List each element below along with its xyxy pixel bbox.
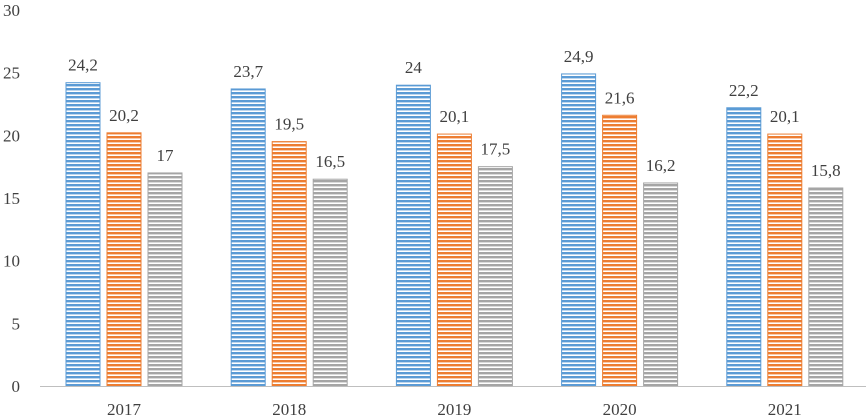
data-label: 23,7 bbox=[233, 62, 263, 81]
y-tick-label: 15 bbox=[3, 189, 20, 208]
x-category-label: 2019 bbox=[437, 400, 471, 419]
bar-2019-series-1 bbox=[395, 84, 431, 387]
bar-2018-series-1 bbox=[230, 88, 266, 387]
data-label: 24,2 bbox=[68, 56, 98, 75]
bar-2020-series-3 bbox=[643, 182, 679, 387]
bar-2021-series-3 bbox=[808, 187, 844, 387]
x-category-label: 2017 bbox=[107, 400, 142, 419]
y-axis: 0 5 10 15 20 25 30 bbox=[3, 1, 20, 396]
data-label: 24,9 bbox=[564, 47, 594, 66]
data-label: 22,2 bbox=[729, 81, 759, 100]
bar-2021-series-1 bbox=[726, 107, 762, 387]
data-label: 20,1 bbox=[770, 107, 800, 126]
data-label: 21,6 bbox=[605, 88, 635, 107]
bar-2020-series-1 bbox=[561, 73, 597, 387]
data-label: 16,2 bbox=[646, 156, 676, 175]
data-label: 17 bbox=[157, 146, 175, 165]
data-label: 20,1 bbox=[440, 107, 470, 126]
bar-2021-series-2 bbox=[767, 133, 803, 387]
data-label: 19,5 bbox=[274, 115, 304, 134]
y-tick-label: 5 bbox=[12, 314, 21, 333]
data-label: 15,8 bbox=[811, 161, 841, 180]
bar-2020-series-2 bbox=[602, 114, 638, 387]
bar-2017-series-3 bbox=[147, 172, 183, 387]
y-tick-label: 30 bbox=[3, 1, 20, 20]
y-tick-label: 20 bbox=[3, 126, 20, 145]
x-category-label: 2021 bbox=[768, 400, 802, 419]
bar-2019-series-2 bbox=[436, 133, 472, 387]
bar-2017-series-2 bbox=[106, 132, 142, 387]
data-label: 20,2 bbox=[109, 106, 139, 125]
bar-2017-series-1 bbox=[65, 82, 101, 387]
data-labels: 24,2 20,2 17 23,7 19,5 16,5 24 20,1 17,5 24,9 21,6… bbox=[68, 47, 841, 180]
data-label: 17,5 bbox=[481, 140, 511, 159]
bar-2018-series-3 bbox=[312, 178, 348, 387]
y-tick-label: 10 bbox=[3, 252, 20, 271]
bars bbox=[65, 73, 844, 387]
data-label: 16,5 bbox=[315, 152, 345, 171]
bar-2019-series-3 bbox=[477, 166, 513, 387]
x-category-label: 2020 bbox=[603, 400, 637, 419]
y-tick-label: 0 bbox=[12, 377, 21, 396]
x-category-label: 2018 bbox=[272, 400, 306, 419]
y-tick-label: 25 bbox=[3, 64, 20, 83]
data-label: 24 bbox=[405, 58, 423, 77]
x-axis: 2017 2018 2019 2020 2021 bbox=[107, 400, 802, 419]
bar-2018-series-2 bbox=[271, 141, 307, 387]
